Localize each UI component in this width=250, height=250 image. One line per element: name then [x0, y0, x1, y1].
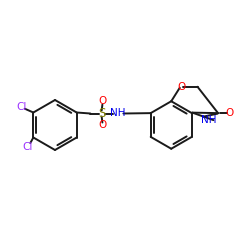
Text: NH: NH: [110, 108, 126, 118]
Text: O: O: [98, 120, 106, 130]
Text: O: O: [225, 108, 234, 118]
Text: O: O: [177, 82, 186, 92]
Text: Cl: Cl: [23, 142, 33, 152]
Text: NH: NH: [201, 114, 216, 124]
Text: O: O: [98, 96, 106, 106]
Text: S: S: [98, 107, 105, 120]
Text: Cl: Cl: [16, 102, 26, 112]
